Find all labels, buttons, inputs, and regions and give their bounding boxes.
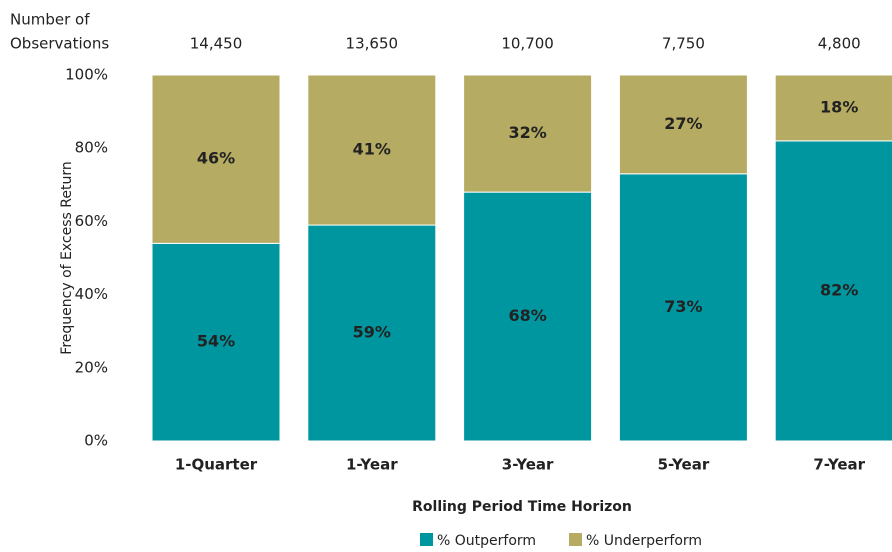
observation-count: 13,650: [346, 35, 399, 53]
data-label: 82%: [820, 280, 858, 299]
y-tick-label: 0%: [84, 432, 108, 450]
x-tick-label: 1-Year: [346, 456, 398, 474]
data-label: 41%: [353, 140, 391, 159]
bar-segment: [307, 74, 437, 226]
data-label: 27%: [664, 114, 702, 133]
observation-count: 4,800: [818, 35, 861, 53]
y-tick-label: 20%: [75, 358, 108, 376]
bar-segment: [151, 74, 281, 244]
observation-count: 10,700: [501, 35, 554, 53]
y-tick-label: 40%: [75, 285, 108, 303]
x-axis-label: Rolling Period Time Horizon: [412, 499, 632, 515]
bar-segment: [774, 74, 892, 142]
observation-count: 14,450: [190, 35, 243, 53]
observation-count: 7,750: [662, 35, 705, 53]
bar-segment: [618, 74, 748, 175]
y-tick-label: 100%: [65, 66, 108, 84]
x-tick-label: 3-Year: [502, 456, 554, 474]
legend-label: % Outperform: [437, 533, 536, 549]
legend-label: % Underperform: [586, 533, 702, 549]
data-label: 68%: [508, 306, 546, 325]
data-label: 73%: [664, 297, 702, 316]
data-label: 54%: [197, 332, 235, 351]
legend-swatch: [569, 533, 582, 546]
observations-title: Observations: [10, 35, 109, 53]
data-label: 18%: [820, 97, 858, 116]
y-axis-label: Frequency of Excess Return: [59, 161, 75, 354]
bar-segment: [618, 173, 748, 442]
bar-segment: [151, 242, 281, 442]
y-tick-label: 60%: [75, 212, 108, 230]
legend-swatch: [420, 533, 433, 546]
data-label: 59%: [353, 323, 391, 342]
bar-segment: [463, 74, 593, 193]
bar-segment: [463, 191, 593, 442]
bar-segment: [774, 140, 892, 442]
x-tick-label: 7-Year: [813, 456, 865, 474]
y-tick-label: 80%: [75, 139, 108, 157]
x-tick-label: 1-Quarter: [175, 456, 258, 474]
data-label: 32%: [508, 123, 546, 142]
observations-title: Number of: [10, 11, 90, 29]
data-label: 46%: [197, 149, 235, 168]
x-tick-label: 5-Year: [658, 456, 710, 474]
